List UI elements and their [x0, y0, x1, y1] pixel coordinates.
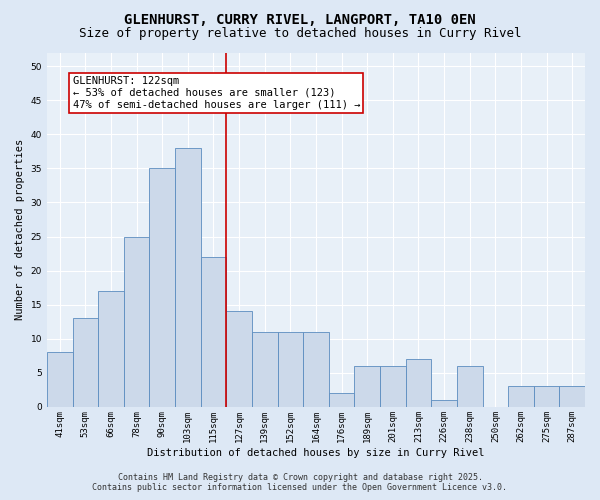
- Bar: [149, 168, 175, 407]
- Bar: [329, 394, 355, 407]
- Text: GLENHURST: 122sqm
← 53% of detached houses are smaller (123)
47% of semi-detache: GLENHURST: 122sqm ← 53% of detached hous…: [73, 76, 360, 110]
- Bar: [303, 332, 329, 407]
- Bar: [226, 312, 252, 407]
- Bar: [252, 332, 278, 407]
- Bar: [278, 332, 303, 407]
- Bar: [457, 366, 482, 407]
- X-axis label: Distribution of detached houses by size in Curry Rivel: Distribution of detached houses by size …: [147, 448, 485, 458]
- Bar: [431, 400, 457, 407]
- Bar: [508, 386, 534, 407]
- Text: Size of property relative to detached houses in Curry Rivel: Size of property relative to detached ho…: [79, 28, 521, 40]
- Bar: [175, 148, 200, 407]
- Text: Contains HM Land Registry data © Crown copyright and database right 2025.
Contai: Contains HM Land Registry data © Crown c…: [92, 473, 508, 492]
- Bar: [98, 291, 124, 407]
- Bar: [406, 359, 431, 407]
- Bar: [73, 318, 98, 407]
- Text: GLENHURST, CURRY RIVEL, LANGPORT, TA10 0EN: GLENHURST, CURRY RIVEL, LANGPORT, TA10 0…: [124, 12, 476, 26]
- Bar: [380, 366, 406, 407]
- Bar: [355, 366, 380, 407]
- Bar: [200, 257, 226, 407]
- Bar: [534, 386, 559, 407]
- Bar: [47, 352, 73, 407]
- Bar: [124, 236, 149, 407]
- Bar: [559, 386, 585, 407]
- Y-axis label: Number of detached properties: Number of detached properties: [15, 139, 25, 320]
